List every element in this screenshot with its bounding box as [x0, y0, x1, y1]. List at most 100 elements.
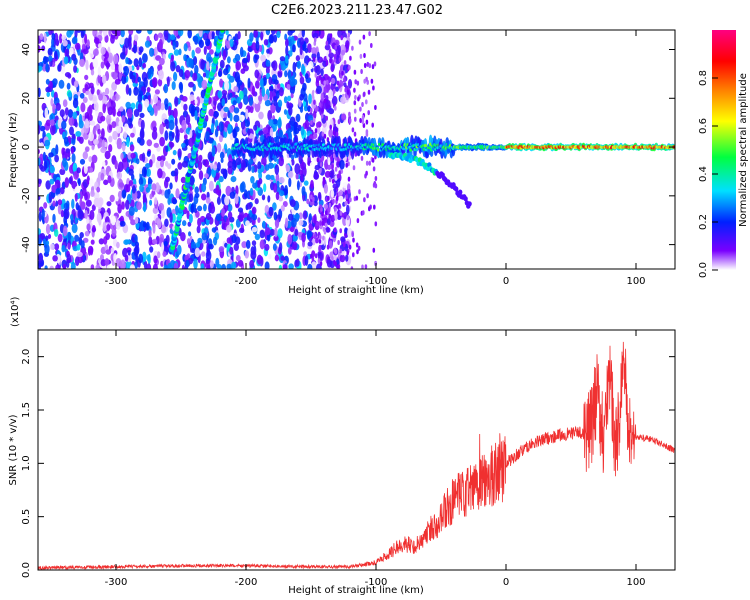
noise-blob: [219, 78, 224, 88]
noise-blob: [119, 259, 126, 269]
noise-blob: [38, 157, 41, 166]
noise-blob: [268, 119, 274, 126]
noise-blob: [100, 172, 105, 181]
noise-blob: [202, 30, 208, 33]
y-tick-label: 0.5: [21, 509, 32, 525]
noise-blob: [90, 239, 95, 245]
noise-blob: [331, 95, 338, 106]
noise-blob: [242, 57, 249, 64]
noise-blob: [345, 254, 349, 262]
noise-blob: [344, 227, 348, 234]
noise-blob: [330, 168, 335, 179]
noise-blob: [253, 30, 258, 38]
noise-blob: [255, 40, 260, 52]
noise-blob: [347, 176, 351, 182]
noise-blob: [217, 90, 223, 99]
noise-blob: [294, 163, 301, 175]
noise-blob: [269, 127, 274, 138]
noise-blob: [330, 64, 335, 73]
noise-blob: [70, 261, 76, 269]
noise-blob: [86, 175, 90, 185]
noise-blob: [311, 261, 317, 269]
noise-blob: [343, 242, 346, 248]
noise-blob: [300, 173, 304, 182]
noise-blob: [328, 128, 334, 138]
noise-blob: [324, 210, 328, 216]
noise-blob: [277, 118, 282, 129]
noise-blob: [261, 194, 266, 201]
noise-blob: [352, 165, 356, 171]
noise-blob: [284, 33, 288, 41]
noise-blob: [54, 228, 59, 237]
noise-blob: [341, 49, 346, 56]
noise-blob: [152, 126, 157, 132]
noise-blob: [278, 87, 284, 97]
noise-blob: [264, 243, 270, 251]
noise-blob: [233, 114, 240, 123]
noise-blob: [168, 119, 175, 131]
snr-y-unit: (x10⁴): [10, 296, 21, 327]
noise-blob: [158, 69, 164, 81]
noise-blob: [328, 177, 332, 183]
noise-blob: [154, 89, 160, 95]
noise-blob: [145, 187, 151, 193]
noise-blob: [329, 58, 332, 64]
noise-blob: [363, 63, 367, 68]
noise-blob: [73, 80, 79, 88]
noise-blob: [248, 96, 254, 106]
noise-blob: [74, 121, 78, 128]
noise-blob: [173, 262, 178, 269]
noise-blob: [108, 144, 113, 153]
noise-blob: [291, 217, 297, 228]
noise-blob: [154, 197, 158, 205]
branch-point: [463, 196, 468, 202]
noise-blob: [67, 109, 74, 118]
noise-blob: [107, 175, 112, 184]
noise-blob: [38, 74, 41, 83]
noise-blob: [121, 75, 127, 85]
noise-blob: [226, 237, 232, 244]
noise-blob: [177, 148, 182, 158]
noise-blob: [201, 232, 208, 241]
noise-blob: [227, 123, 232, 135]
noise-blob: [336, 173, 340, 179]
noise-blob: [338, 191, 341, 197]
noise-blob: [189, 186, 193, 192]
noise-blob: [356, 218, 360, 224]
noise-blob: [72, 111, 78, 120]
noise-blob: [200, 59, 206, 70]
noise-blob: [90, 264, 95, 269]
noise-blob: [318, 102, 322, 108]
noise-blob: [194, 186, 199, 194]
noise-blob: [105, 232, 110, 240]
noise-blob: [116, 241, 120, 249]
noise-blob: [352, 237, 355, 243]
noise-blob: [190, 203, 194, 214]
ridge-point: [423, 144, 427, 148]
noise-blob: [286, 101, 290, 109]
noise-blob: [201, 79, 208, 90]
noise-blob: [340, 96, 346, 104]
noise-blob: [146, 139, 153, 147]
noise-blob: [309, 161, 315, 170]
noise-blob: [96, 89, 100, 96]
noise-blob: [57, 199, 63, 206]
noise-blob: [235, 60, 241, 71]
noise-blob: [157, 32, 163, 39]
noise-blob: [287, 213, 294, 221]
noise-blob: [314, 128, 318, 134]
noise-blob: [38, 124, 41, 135]
noise-blob: [208, 108, 214, 117]
noise-blob: [71, 37, 78, 45]
noise-blob: [372, 85, 375, 91]
noise-blob: [202, 32, 208, 41]
noise-blob: [373, 204, 376, 210]
noise-blob: [365, 160, 369, 166]
noise-blob: [338, 83, 341, 89]
noise-blob: [312, 56, 316, 62]
noise-blob: [84, 192, 88, 201]
noise-blob: [144, 98, 150, 108]
noise-blob: [45, 62, 49, 72]
noise-blob: [145, 221, 150, 231]
noise-blob: [125, 199, 130, 210]
